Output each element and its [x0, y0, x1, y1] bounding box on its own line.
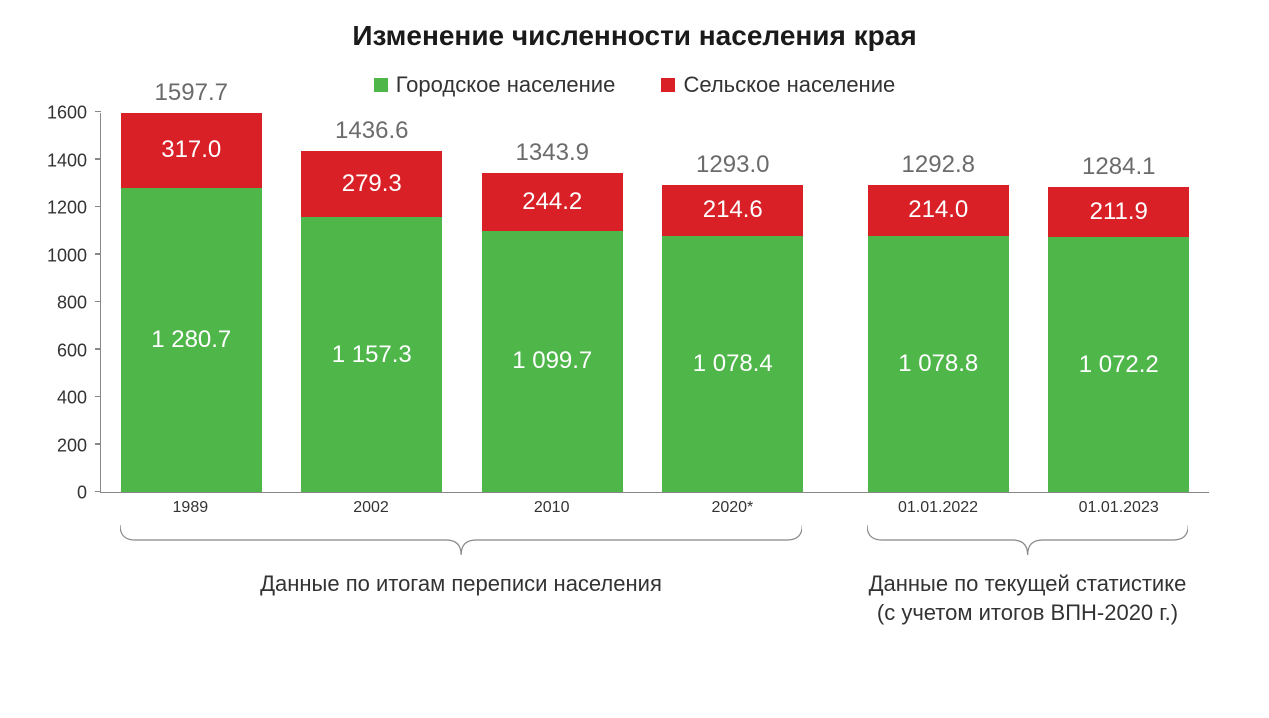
- bar-stack: 244.21 099.7: [482, 173, 623, 492]
- bar-segment-rural: 244.2: [482, 173, 623, 231]
- bar-stack: 214.61 078.4: [662, 185, 803, 492]
- total-label: 1293.0: [643, 151, 824, 179]
- x-axis-labels: 1989200220102020* 01.01.202201.01.2023: [100, 499, 1209, 517]
- total-label: 1343.9: [462, 139, 643, 167]
- bar-segment-urban: 1 280.7: [121, 188, 262, 492]
- y-tick-label: 800: [57, 293, 87, 314]
- group-brackets: [100, 525, 1209, 565]
- y-tick-mark: [95, 253, 101, 255]
- bar-group: 1343.9 244.21 099.7: [462, 113, 643, 492]
- y-tick-label: 1600: [47, 103, 87, 124]
- bar-segment-rural: 214.6: [662, 185, 803, 236]
- x-axis-label: 1989: [100, 499, 281, 517]
- x-axis-label: 2010: [461, 499, 642, 517]
- bar-segment-rural: 211.9: [1048, 187, 1189, 237]
- bar-segment-rural: 279.3: [301, 151, 442, 217]
- y-tick-mark: [95, 206, 101, 208]
- bar-stack: 279.31 157.3: [301, 151, 442, 492]
- x-axis-label: 2002: [281, 499, 462, 517]
- bar-segment-urban: 1 078.8: [868, 236, 1009, 492]
- group-bracket: [867, 525, 1188, 565]
- bar-segment-rural: 214.0: [868, 185, 1009, 236]
- legend-swatch-rural: [661, 78, 675, 92]
- chart-title: Изменение численности населения края: [40, 20, 1229, 52]
- bar-segment-urban: 1 072.2: [1048, 237, 1189, 492]
- bar-segment-urban: 1 157.3: [301, 217, 442, 492]
- y-tick-mark: [95, 443, 101, 445]
- y-tick-label: 1200: [47, 198, 87, 219]
- total-label: 1284.1: [1029, 153, 1210, 181]
- y-axis: 02004006008001000120014001600: [40, 113, 95, 493]
- y-tick-mark: [95, 301, 101, 303]
- legend-item-urban: Городское население: [374, 72, 616, 98]
- group-captions: Данные по итогам переписи населения Данны…: [100, 570, 1209, 630]
- y-tick-mark: [95, 158, 101, 160]
- bar-segment-urban: 1 099.7: [482, 231, 623, 492]
- y-tick-label: 200: [57, 435, 87, 456]
- bar-group: 1292.8 214.01 078.8: [848, 113, 1029, 492]
- plot: 1597.7317.01 280.71436.6279.31 157.31343…: [100, 113, 1209, 493]
- y-tick-label: 600: [57, 340, 87, 361]
- y-tick-mark: [95, 491, 101, 493]
- bar-segment-urban: 1 078.4: [662, 236, 803, 492]
- bar-group: 1436.6 279.31 157.3: [282, 113, 463, 492]
- y-tick-label: 0: [77, 483, 87, 504]
- total-label: 1292.8: [848, 151, 1029, 179]
- chart-container: Изменение численности населения края Гор…: [0, 0, 1269, 718]
- y-tick-mark: [95, 396, 101, 398]
- chart-plot-area: 02004006008001000120014001600 1597.7317.…: [100, 113, 1209, 493]
- y-tick-label: 1400: [47, 150, 87, 171]
- legend-swatch-urban: [374, 78, 388, 92]
- bar-segment-rural: 317.0: [121, 113, 262, 188]
- total-label: 1597.7: [101, 79, 282, 107]
- bar-stack: 214.01 078.8: [868, 185, 1009, 492]
- x-axis-label: 01.01.2023: [1028, 499, 1209, 517]
- group-caption: Данные по итогам переписи населения: [120, 570, 802, 599]
- bar-group: 1293.0 214.61 078.4: [643, 113, 824, 492]
- bar-stack: 211.91 072.2: [1048, 187, 1189, 492]
- bars-row: 1597.7317.01 280.71436.6279.31 157.31343…: [101, 113, 1209, 492]
- bar-group: 1597.7317.01 280.7: [101, 113, 282, 492]
- y-tick-mark: [95, 111, 101, 113]
- legend-label-rural: Сельское население: [683, 72, 895, 98]
- legend-item-rural: Сельское население: [661, 72, 895, 98]
- legend-label-urban: Городское население: [396, 72, 616, 98]
- y-tick-mark: [95, 348, 101, 350]
- x-axis-label: 01.01.2022: [848, 499, 1029, 517]
- group-caption: Данные по текущей статистике(с учетом ит…: [867, 570, 1188, 627]
- x-axis-label: 2020*: [642, 499, 823, 517]
- group-bracket: [120, 525, 802, 565]
- total-label: 1436.6: [282, 117, 463, 145]
- bar-group: 1284.1 211.91 072.2: [1029, 113, 1210, 492]
- y-tick-label: 400: [57, 388, 87, 409]
- bar-stack: 317.01 280.7: [121, 113, 262, 492]
- y-tick-label: 1000: [47, 245, 87, 266]
